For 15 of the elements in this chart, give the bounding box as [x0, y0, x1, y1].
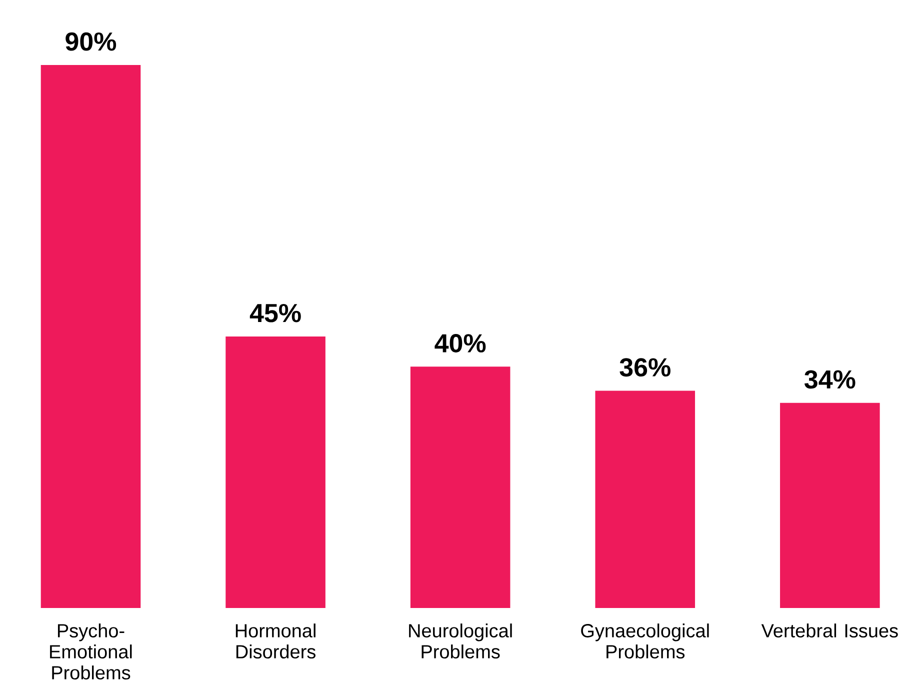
x-tick-label: Psycho-Emotional Problems — [50, 624, 132, 680]
bar — [410, 366, 510, 608]
data-label: 40% — [434, 334, 486, 352]
x-tick-label: Neurological Problems — [409, 624, 512, 658]
data-label: 45% — [250, 304, 301, 322]
bar — [780, 402, 880, 608]
data-label: 90% — [66, 32, 116, 51]
bar — [40, 64, 141, 608]
x-tick-label: Vertebral Issues — [761, 624, 898, 638]
data-label: 34% — [804, 370, 856, 389]
x-tick-label: Hormonal Disorders — [236, 624, 316, 658]
x-tick-label: Gynaecological Problems — [581, 624, 709, 658]
data-label: 36% — [620, 358, 670, 377]
bar — [226, 336, 326, 608]
bar — [595, 390, 696, 608]
